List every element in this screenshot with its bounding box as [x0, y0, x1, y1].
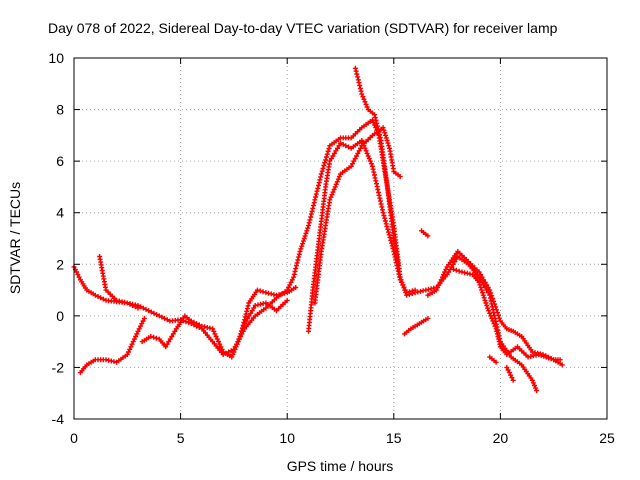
series-line: [79, 317, 146, 374]
series-markers: [233, 297, 290, 350]
x-axis-label: GPS time / hours: [287, 458, 394, 474]
grid: [74, 58, 607, 419]
ticks: 0 5 10 15 20 25 -4 -2 0 2 4 6 8 10: [48, 50, 615, 446]
series-markers: [306, 138, 418, 334]
series-markers: [487, 354, 499, 365]
series-markers: [312, 125, 403, 306]
x-tick-label: 20: [493, 430, 509, 446]
data-series-arc-8: [352, 65, 401, 267]
data-series-arc-11: [425, 248, 565, 368]
data-layer: [71, 65, 565, 394]
data-series-arc-12: [451, 266, 563, 363]
data-series-arc-6: [306, 138, 418, 334]
data-series-arc-1: [71, 117, 540, 394]
series-markers: [77, 315, 147, 376]
series-line: [488, 356, 497, 364]
x-tick-label: 0: [70, 430, 78, 446]
x-tick-label: 25: [599, 430, 615, 446]
data-series-arc-3: [97, 254, 141, 311]
data-series-arc-2: [77, 315, 147, 376]
series-line: [420, 230, 429, 237]
series-markers: [451, 266, 563, 363]
y-tick-label: 10: [48, 50, 64, 66]
data-series-arc-14: [504, 364, 516, 383]
series-markers: [425, 248, 565, 368]
y-tick-label: 4: [56, 205, 64, 221]
chart-title: Day 078 of 2022, Sidereal Day-to-day VTE…: [48, 20, 558, 36]
data-series-arc-5: [233, 297, 290, 350]
y-tick-label: 2: [56, 256, 64, 272]
series-markers: [352, 65, 401, 267]
series-line: [452, 268, 561, 361]
data-series-arc-9: [402, 315, 431, 337]
y-tick-label: 6: [56, 153, 64, 169]
y-tick-label: 8: [56, 102, 64, 118]
series-markers: [504, 364, 516, 383]
data-series-arc-13: [487, 354, 499, 365]
y-tick-label: -2: [52, 359, 65, 375]
x-tick-label: 5: [177, 430, 185, 446]
series-markers: [402, 315, 431, 337]
x-tick-label: 10: [279, 430, 295, 446]
series-line: [73, 119, 538, 392]
series-markers: [71, 117, 540, 394]
data-series-arc-7: [312, 125, 403, 306]
series-markers: [419, 228, 431, 239]
x-tick-label: 15: [386, 430, 402, 446]
y-tick-label: 0: [56, 308, 64, 324]
series-markers: [97, 254, 141, 311]
y-axis-label: SDTVAR / TECUs: [7, 182, 23, 294]
y-tick-label: -4: [52, 411, 65, 427]
data-series-arc-10: [419, 228, 431, 239]
plot-frame: [73, 57, 608, 420]
